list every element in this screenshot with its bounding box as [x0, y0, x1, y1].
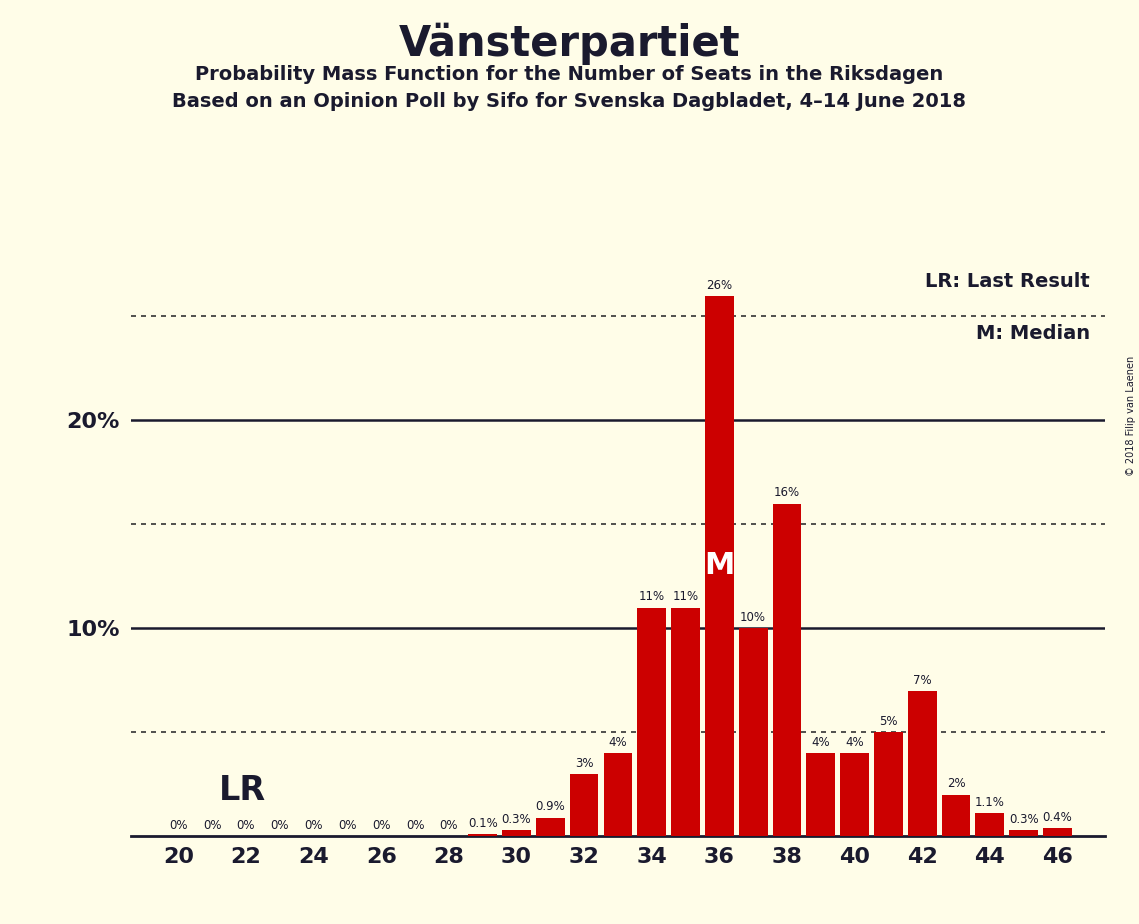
Bar	[705, 296, 734, 836]
Text: Probability Mass Function for the Number of Seats in the Riksdagen: Probability Mass Function for the Number…	[196, 65, 943, 84]
Text: M: Median: M: Median	[976, 324, 1090, 343]
Bar	[502, 830, 531, 836]
Text: LR: LR	[219, 774, 267, 807]
Bar	[604, 753, 632, 836]
Text: 4%: 4%	[845, 736, 863, 748]
Text: LR: Last Result: LR: Last Result	[926, 272, 1090, 290]
Text: 10%: 10%	[740, 611, 767, 625]
Text: 2%: 2%	[947, 777, 966, 791]
Text: 11%: 11%	[639, 590, 665, 603]
Text: 0.3%: 0.3%	[1009, 813, 1039, 826]
Bar	[841, 753, 869, 836]
Bar	[638, 608, 666, 836]
Text: 0%: 0%	[338, 819, 357, 832]
Bar	[671, 608, 699, 836]
Text: 4%: 4%	[608, 736, 628, 748]
Bar	[536, 818, 565, 836]
Bar	[570, 774, 598, 836]
Text: 0%: 0%	[169, 819, 188, 832]
Text: M: M	[704, 552, 735, 580]
Text: 0.1%: 0.1%	[468, 817, 498, 830]
Bar	[772, 504, 802, 836]
Bar	[1043, 828, 1072, 836]
Text: Vänsterpartiet: Vänsterpartiet	[399, 23, 740, 66]
Text: 3%: 3%	[575, 757, 593, 770]
Bar	[908, 691, 936, 836]
Bar	[739, 628, 768, 836]
Bar	[468, 834, 497, 836]
Bar	[806, 753, 835, 836]
Bar	[975, 813, 1005, 836]
Text: 5%: 5%	[879, 715, 898, 728]
Text: 26%: 26%	[706, 278, 732, 292]
Text: 4%: 4%	[811, 736, 830, 748]
Text: 1.1%: 1.1%	[975, 796, 1005, 809]
Text: 0%: 0%	[271, 819, 289, 832]
Text: 0%: 0%	[203, 819, 221, 832]
Text: 0%: 0%	[440, 819, 458, 832]
Text: 7%: 7%	[913, 674, 932, 687]
Text: 11%: 11%	[672, 590, 698, 603]
Bar	[942, 795, 970, 836]
Text: © 2018 Filip van Laenen: © 2018 Filip van Laenen	[1126, 356, 1136, 476]
Bar	[1009, 830, 1038, 836]
Bar	[874, 732, 903, 836]
Text: 16%: 16%	[773, 486, 800, 499]
Text: Based on an Opinion Poll by Sifo for Svenska Dagbladet, 4–14 June 2018: Based on an Opinion Poll by Sifo for Sve…	[172, 92, 967, 112]
Text: 0.4%: 0.4%	[1042, 810, 1072, 824]
Text: 0.3%: 0.3%	[501, 813, 531, 826]
Text: 0%: 0%	[304, 819, 322, 832]
Text: 0%: 0%	[405, 819, 424, 832]
Text: 0%: 0%	[237, 819, 255, 832]
Text: 0%: 0%	[372, 819, 391, 832]
Text: 0.9%: 0.9%	[535, 800, 565, 813]
